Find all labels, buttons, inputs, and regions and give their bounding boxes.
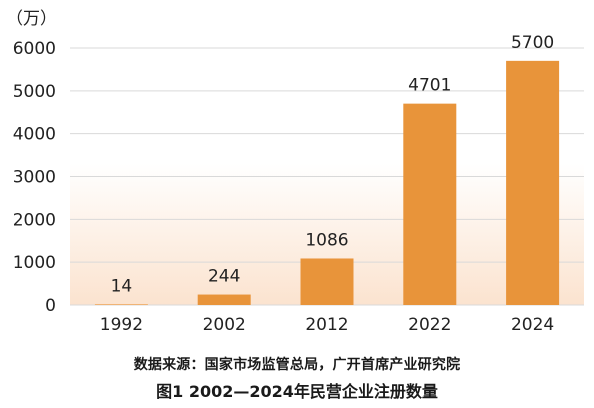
x-axis-tick-labels: 1992 2002 2012 2022 2024 [100,315,554,335]
y-axis-unit-label: （万） [6,9,57,29]
y-tick-label: 4000 [13,125,56,145]
x-tick-label: 2024 [511,315,554,335]
source-caption: 数据来源：国家市场监管总局，广开首席产业研究院 [133,357,461,373]
bars [94,60,560,305]
bar-2024 [506,60,560,305]
data-label: 4701 [408,76,451,96]
data-label: 14 [111,276,133,296]
y-tick-label: 3000 [13,168,56,188]
x-tick-label: 2022 [408,315,451,335]
bar-2002 [197,294,251,305]
x-tick-label: 2002 [203,315,246,335]
data-labels: 14 244 1086 4701 5700 [111,33,555,297]
bar-2012 [300,258,354,305]
y-tick-label: 0 [45,296,56,316]
data-label: 244 [208,267,240,287]
y-tick-label: 1000 [13,253,56,273]
y-axis-tick-labels: 0 1000 2000 3000 4000 5000 6000 [13,39,56,316]
y-tick-label: 2000 [13,210,56,230]
data-label: 1086 [305,230,348,250]
y-tick-label: 6000 [13,39,56,59]
x-tick-label: 1992 [100,315,143,335]
bar-1992 [94,304,148,305]
data-label: 5700 [511,33,554,53]
y-tick-label: 5000 [13,82,56,102]
bar-2022 [403,103,457,305]
x-tick-label: 2012 [305,315,348,335]
figure-title: 图1 2002—2024年民营企业注册数量 [156,382,438,401]
